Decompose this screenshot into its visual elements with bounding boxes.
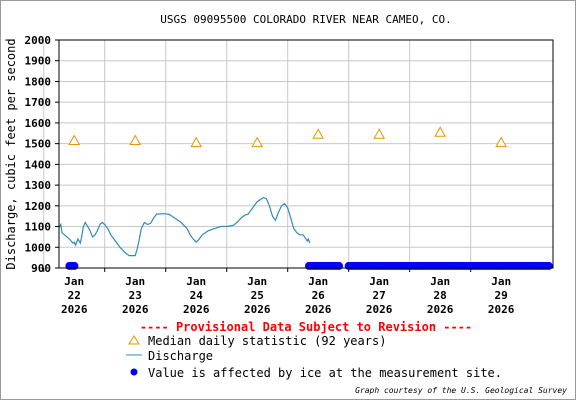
- discharge-series-line: [58, 196, 311, 257]
- x-tick-label-l3: 2026: [122, 303, 149, 316]
- x-tick-label-l3: 2026: [366, 303, 393, 316]
- x-tick-label-l3: 2026: [427, 303, 454, 316]
- legend-median-label: Median daily statistic (92 years): [148, 334, 386, 348]
- x-tick-label-l1: Jan: [64, 275, 84, 288]
- x-tick-label-l3: 2026: [305, 303, 332, 316]
- usgs-credit: Graph courtesy of the U.S. Geological Su…: [355, 386, 567, 395]
- y-axis-label: Discharge, cubic feet per second: [4, 38, 18, 269]
- plot-area-border: [58, 39, 554, 269]
- y-tick-label: 1100: [25, 221, 52, 234]
- legend-triangle-icon: [128, 335, 140, 345]
- x-tick-label-l2: 25: [251, 289, 264, 302]
- x-tick-label-l2: 26: [312, 289, 326, 302]
- legend-ice-dot-icon: [130, 368, 138, 376]
- median-triangle-point: [434, 126, 447, 137]
- median-triangle-point: [251, 136, 264, 148]
- x-tick-label-l2: 29: [495, 289, 508, 302]
- median-triangle-point: [495, 136, 508, 148]
- y-tick-label: 1000: [25, 241, 52, 254]
- grid-lines: [43, 40, 553, 268]
- x-tick-label-l2: 27: [373, 289, 386, 302]
- median-triangle-point: [373, 128, 386, 139]
- y-tick-label: 1800: [25, 75, 52, 88]
- provisional-data-notice: ---- Provisional Data Subject to Revisio…: [140, 320, 472, 334]
- x-tick-label-l1: Jan: [491, 275, 511, 288]
- x-tick-label-l3: 2026: [61, 303, 88, 316]
- x-tick-label-l1: Jan: [186, 275, 206, 288]
- y-tick-label: 1400: [25, 158, 52, 171]
- series-layer: [58, 126, 553, 270]
- y-tick-label: 1300: [25, 179, 52, 192]
- ice-affected-dot: [70, 261, 79, 270]
- x-tick-label-l1: Jan: [369, 275, 389, 288]
- legend: Median daily statistic (92 years) Discha…: [126, 334, 502, 380]
- x-tick-label-l1: Jan: [247, 275, 267, 288]
- x-tick-label-l1: Jan: [308, 275, 328, 288]
- y-tick-label: 1900: [25, 55, 52, 68]
- x-tick-label-l2: 22: [68, 289, 81, 302]
- y-tick-label: 900: [31, 262, 51, 275]
- median-triangle-point: [129, 134, 142, 146]
- median-triangle-point: [190, 136, 203, 148]
- x-tick-label-l1: Jan: [430, 275, 450, 288]
- y-tick-label: 1500: [25, 138, 52, 151]
- x-tick-label-l1: Jan: [125, 275, 145, 288]
- median-triangle-point: [68, 134, 81, 146]
- chart-title: USGS 09095500 COLORADO RIVER NEAR CAMEO,…: [160, 13, 451, 26]
- y-tick-label: 1600: [25, 117, 52, 130]
- x-tick-label-l2: 28: [434, 289, 447, 302]
- x-tick-label-l2: 24: [190, 289, 204, 302]
- x-tick-label-l3: 2026: [183, 303, 210, 316]
- y-tick-label: 1200: [25, 200, 52, 213]
- x-tick-label-l3: 2026: [244, 303, 271, 316]
- x-tick-label-l3: 2026: [488, 303, 515, 316]
- median-triangle-point: [312, 128, 325, 139]
- y-tick-label: 1700: [25, 96, 52, 109]
- legend-discharge-label: Discharge: [148, 349, 213, 363]
- x-tick-label-l2: 23: [129, 289, 142, 302]
- x-tick-labels: Jan222026Jan232026Jan242026Jan252026Jan2…: [43, 268, 515, 316]
- y-tick-labels: 900 1000 1100 1200 1300 1400 1500 1600 1700 1800 1…: [25, 34, 59, 275]
- ice-affected-dot: [544, 261, 553, 270]
- y-tick-label: 2000: [25, 34, 52, 47]
- legend-ice-label: Value is affected by ice at the measurem…: [148, 366, 502, 380]
- ice-affected-dot: [335, 261, 343, 270]
